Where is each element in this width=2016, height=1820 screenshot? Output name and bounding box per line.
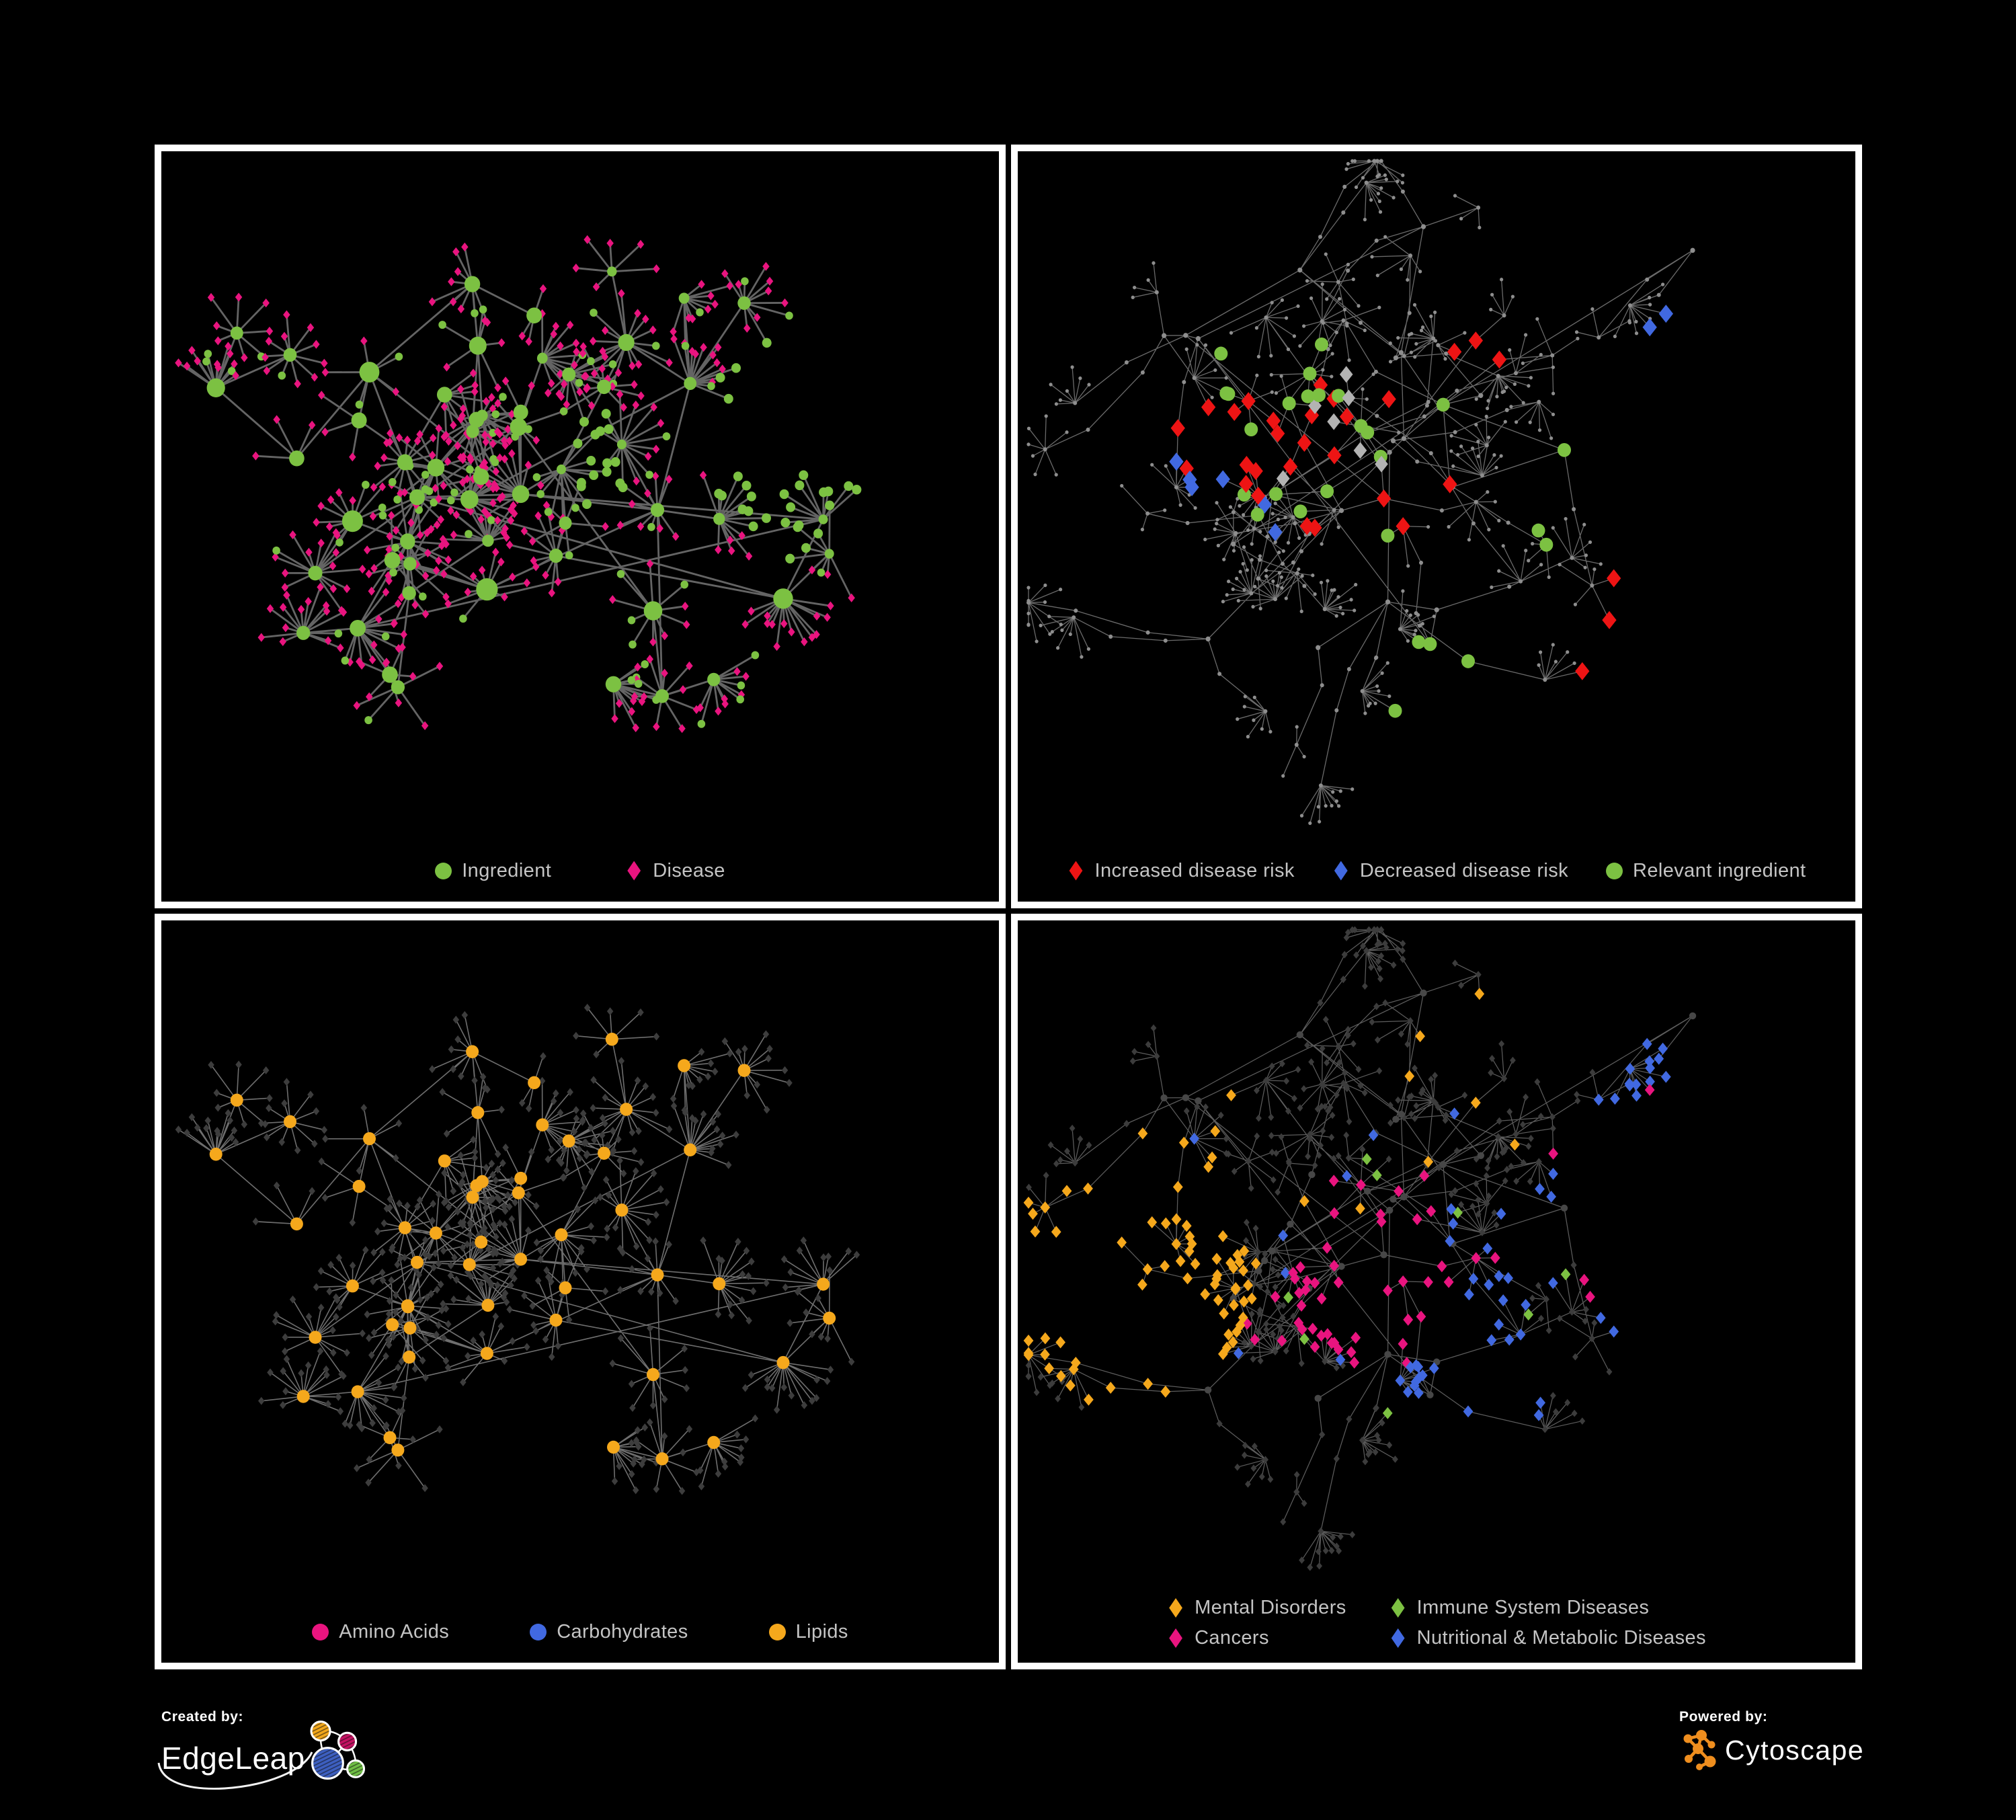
circle-marker-icon xyxy=(435,862,452,879)
circle-marker-icon xyxy=(530,1623,547,1640)
panel-disease-risk: Increased disease risk Decreased disease … xyxy=(1011,145,1862,908)
legend-label: Cancers xyxy=(1195,1627,1269,1649)
circle-marker-icon xyxy=(1606,862,1623,879)
cytoscape-credit: Powered by: Cytoscape xyxy=(1679,1709,1864,1771)
diamond-marker-icon xyxy=(1334,861,1348,881)
diamond-marker-icon xyxy=(627,861,641,881)
legend-label: Lipids xyxy=(795,1620,848,1643)
diamond-marker-icon xyxy=(1069,861,1083,881)
legend-disease-risk: Increased disease risk Decreased disease … xyxy=(1018,840,1855,902)
legend-label: Disease xyxy=(653,859,725,881)
edgeleap-credit: Created by: EdgeLeap xyxy=(157,1709,538,1790)
legend-item-immune-system-diseases: Immune System Diseases xyxy=(1389,1597,1706,1619)
panel-grid: Ingredient Disease Increased disease risk… xyxy=(155,145,1862,1669)
network-graph-disease-risk xyxy=(1026,159,1695,826)
legend-label: Mental Disorders xyxy=(1195,1597,1346,1618)
circle-marker-icon xyxy=(312,1623,329,1640)
legend-label: Amino Acids xyxy=(339,1620,450,1643)
diamond-marker-icon xyxy=(1169,1598,1182,1618)
legend-item-ingredient: Ingredient xyxy=(435,860,551,882)
diamond-marker-icon xyxy=(1391,1628,1405,1648)
network-graph-disease-classes xyxy=(1023,926,1697,1571)
legend-label: Immune System Diseases xyxy=(1416,1597,1650,1618)
created-by-label: Created by: xyxy=(161,1709,244,1725)
circle-marker-icon xyxy=(768,1623,786,1640)
legend-label: Carbohydrates xyxy=(557,1620,688,1643)
legend-label: Ingredient xyxy=(462,859,552,881)
cytoscape-logo-icon xyxy=(1683,1730,1716,1770)
legend-label: Relevant ingredient xyxy=(1633,859,1806,881)
legend-item-increased-disease-risk: Increased disease risk xyxy=(1067,860,1294,882)
diamond-marker-icon xyxy=(1391,1598,1405,1618)
legend-item-mental-disorders: Mental Disorders xyxy=(1167,1597,1346,1619)
cytoscape-wordmark: Cytoscape xyxy=(1725,1734,1865,1766)
diamond-marker-icon xyxy=(1169,1628,1182,1648)
network-graph-nutrient-classes xyxy=(175,1003,860,1495)
legend-label: Increased disease risk xyxy=(1094,859,1295,881)
edgeleap-logo-icon xyxy=(310,1720,365,1780)
legend-label: Decreased disease risk xyxy=(1359,859,1569,881)
powered-by-label: Powered by: xyxy=(1679,1709,1768,1725)
legend-item-disease: Disease xyxy=(625,860,725,882)
panel-disease-classes: Mental Disorders Immune System Diseases Ca… xyxy=(1011,914,1862,1669)
legend-label: Nutritional & Metabolic Diseases xyxy=(1416,1627,1706,1649)
legend-item-relevant-ingredient: Relevant ingredient xyxy=(1606,860,1806,882)
legend-item-lipids: Lipids xyxy=(768,1620,848,1643)
legend-nutrient-classes: Amino Acids Carbohydrates Lipids xyxy=(161,1601,999,1663)
panel-ingredient-disease: Ingredient Disease xyxy=(155,145,1006,908)
legend-item-cancers: Cancers xyxy=(1167,1627,1346,1649)
legend-item-amino-acids: Amino Acids xyxy=(312,1621,449,1643)
legend-item-nutritional-metabolic-diseases: Nutritional & Metabolic Diseases xyxy=(1389,1627,1706,1649)
legend-ingredient-disease: Ingredient Disease xyxy=(161,840,999,902)
legend-item-carbohydrates: Carbohydrates xyxy=(530,1621,688,1643)
network-graph-ingredient-disease xyxy=(175,235,862,734)
legend-disease-classes: Mental Disorders Immune System Diseases Ca… xyxy=(1018,1583,1855,1663)
panel-nutrient-classes: Amino Acids Carbohydrates Lipids xyxy=(155,914,1006,1669)
legend-item-decreased-disease-risk: Decreased disease risk xyxy=(1332,860,1568,882)
edgeleap-wordmark: EdgeLeap xyxy=(161,1741,305,1776)
